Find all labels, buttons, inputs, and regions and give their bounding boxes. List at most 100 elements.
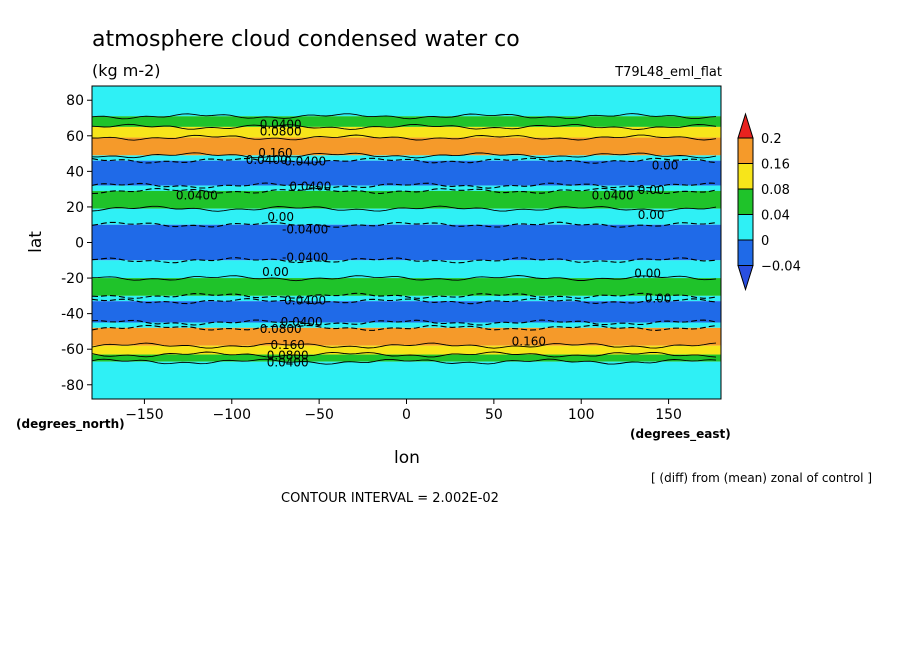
contour-line-0 xyxy=(92,113,717,120)
contour-label: 0.00 xyxy=(652,158,679,172)
contour-label: 0.00 xyxy=(267,210,294,224)
band-0 xyxy=(92,86,721,117)
plot-area: 0.04000.08000.1600.04000.04000.04000.000… xyxy=(91,85,722,400)
contour-label: 0.0800 xyxy=(267,349,309,363)
band-1 xyxy=(92,116,721,127)
contour-line-12 xyxy=(92,298,717,305)
band-17 xyxy=(92,354,721,362)
y-tick-label: 80 xyxy=(66,93,84,109)
contour-label: 0.0400 xyxy=(267,356,309,370)
band-4 xyxy=(92,155,721,161)
contour-label: 0.00 xyxy=(634,267,661,281)
contour-line-8 xyxy=(92,221,717,228)
band-7 xyxy=(92,190,721,209)
colorbar-segment xyxy=(737,163,754,190)
x-tick-label: 100 xyxy=(568,407,595,423)
colorbar-label: −0.04 xyxy=(761,260,801,275)
contour-line-7 xyxy=(92,205,717,212)
contour-line-10 xyxy=(92,275,717,282)
band-5 xyxy=(92,160,721,186)
colorbar-bottom-arrow xyxy=(737,265,754,292)
y-tick-label: -80 xyxy=(61,378,84,394)
band-18 xyxy=(92,361,721,399)
x-axis: −150 −100 −50 0 50 100 150 xyxy=(125,399,682,423)
x-tick-label: −50 xyxy=(304,407,334,423)
y-tick-label: 40 xyxy=(66,164,84,180)
x-tick-label: 0 xyxy=(402,407,411,423)
colorbar-label: 0.04 xyxy=(761,209,790,224)
contour-labels: 0.04000.08000.1600.04000.04000.04000.000… xyxy=(176,117,679,369)
contour-interval: CONTOUR INTERVAL = 2.002E-02 xyxy=(281,491,499,506)
contour-label: 0.160 xyxy=(258,146,292,160)
y-tick-label: 20 xyxy=(66,200,84,216)
chart-title: atmosphere cloud condensed water co xyxy=(92,27,520,52)
band-15 xyxy=(92,327,721,346)
contour-label: 0.00 xyxy=(262,265,289,279)
contour-label: 0.160 xyxy=(271,338,305,352)
heatmap-bands xyxy=(92,86,721,399)
contour-label: 0.0400 xyxy=(281,315,323,329)
contour-label: 0.0800 xyxy=(260,322,302,336)
colorbar-label: 0.16 xyxy=(761,158,790,173)
band-3 xyxy=(92,137,721,156)
band-13 xyxy=(92,301,721,323)
band-2 xyxy=(92,126,721,138)
contour-line-14 xyxy=(92,324,717,331)
colorbar-label: 0.2 xyxy=(761,132,782,147)
x-units-label: (degrees_east) xyxy=(630,427,731,442)
contour-lines xyxy=(92,113,717,365)
band-12 xyxy=(92,295,721,302)
colorbar-top-arrow xyxy=(737,112,754,139)
contour-label: 0.0400 xyxy=(284,155,326,169)
contour-line-13 xyxy=(92,319,717,326)
contour-line-4 xyxy=(92,157,717,164)
contour-label: 0.0400 xyxy=(176,188,218,202)
colorbar-segment xyxy=(737,188,754,215)
contour-label: 0.0400 xyxy=(592,188,634,202)
band-14 xyxy=(92,322,721,328)
y-tick-label: 0 xyxy=(75,236,84,252)
contour-label: -0.0400 xyxy=(282,251,328,265)
colorbar: 0.2 0.16 0.08 0.04 0 −0.04 xyxy=(737,112,801,292)
y-tick-label: 60 xyxy=(66,129,84,145)
contour-label: 0.00 xyxy=(638,183,665,197)
y-tick-label: -60 xyxy=(61,342,84,358)
contour-line-9 xyxy=(92,257,717,264)
y-axis-label: lat xyxy=(26,231,46,253)
chart-units: (kg m-2) xyxy=(92,61,161,80)
contour-line-11 xyxy=(92,292,717,299)
contour-line-15 xyxy=(92,342,717,349)
contour-line-6 xyxy=(92,187,717,195)
y-tick-label: -20 xyxy=(61,271,84,287)
x-axis-label: lon xyxy=(394,448,420,468)
contour-label: 0.0400 xyxy=(289,180,331,194)
colorbar-segment xyxy=(737,214,754,241)
band-6 xyxy=(92,185,721,191)
contour-label: 0.0400 xyxy=(260,117,302,131)
x-tick-label: 150 xyxy=(655,407,682,423)
contour-label: 0.00 xyxy=(645,292,672,306)
experiment-label: T79L48_eml_flat xyxy=(614,65,722,80)
y-tick-label: -40 xyxy=(61,307,84,323)
y-axis: 80 60 40 20 0 -20 -40 -60 -80 xyxy=(61,93,92,394)
contour-label: 0.00 xyxy=(638,208,665,222)
band-16 xyxy=(92,345,721,355)
x-tick-label: 50 xyxy=(485,407,503,423)
contour-label: -0.0400 xyxy=(282,222,328,236)
contour-line-2 xyxy=(92,134,717,141)
x-tick-label: −100 xyxy=(213,407,251,423)
band-10 xyxy=(92,260,721,279)
colorbar-label: 0.08 xyxy=(761,183,790,198)
y-units-label: (degrees_north) xyxy=(16,417,125,432)
contour-line-5 xyxy=(92,182,717,189)
contour-line-17 xyxy=(92,358,717,365)
contour-label: 0.0400 xyxy=(284,293,326,307)
contour-line-16 xyxy=(92,351,717,358)
contour-label: 0.0400 xyxy=(246,153,288,167)
colorbar-label: 0 xyxy=(761,234,769,249)
contour-label: 0.0800 xyxy=(260,124,302,138)
colorbar-segment xyxy=(737,239,754,266)
contour-label: 0.160 xyxy=(512,334,546,348)
contour-line-1 xyxy=(92,123,717,130)
